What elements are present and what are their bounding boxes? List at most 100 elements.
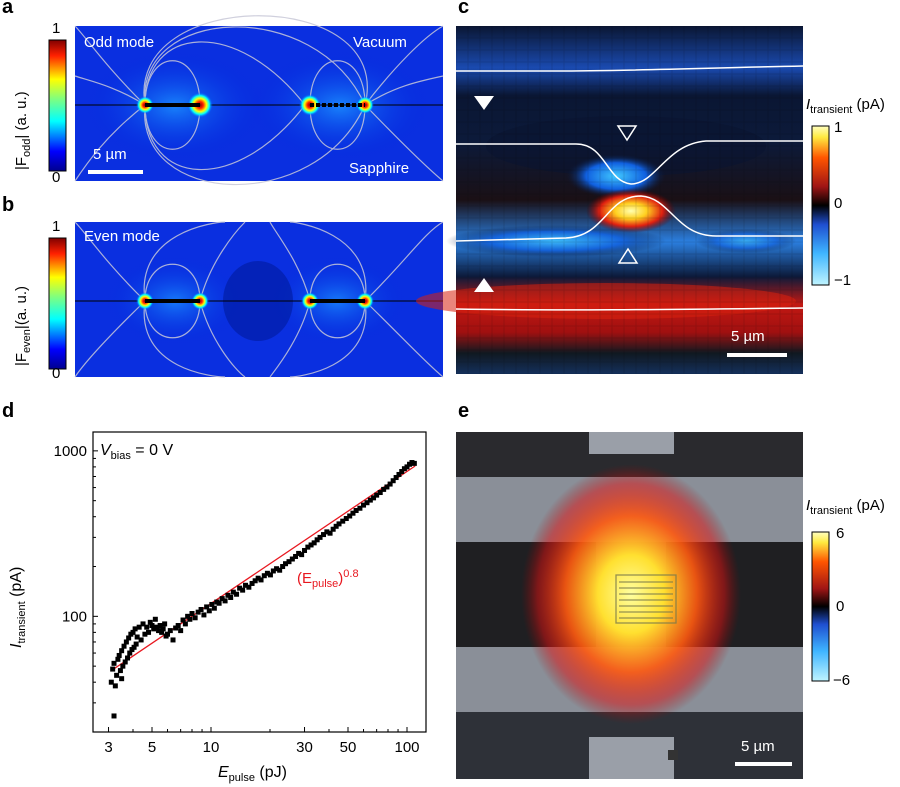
- data-point: [321, 532, 327, 538]
- panel-c-scale-bar: [727, 353, 787, 357]
- data-point: [283, 561, 289, 567]
- data-point: [111, 660, 117, 666]
- panel-e-cb-tick-bottom: −6: [833, 672, 851, 689]
- data-point: [324, 529, 330, 535]
- data-point: [374, 492, 380, 498]
- data-point: [219, 596, 225, 602]
- data-point: [209, 601, 215, 607]
- data-point: [411, 460, 417, 466]
- data-point: [126, 635, 132, 641]
- data-point: [350, 510, 356, 516]
- data-point: [136, 624, 142, 630]
- data-point: [396, 471, 402, 477]
- panel-c-cb-tick-bottom: −1: [834, 272, 852, 289]
- data-point: [178, 628, 184, 634]
- data-point: [393, 475, 399, 481]
- data-point: [198, 606, 204, 612]
- data-point: [146, 629, 152, 635]
- data-point: [258, 577, 264, 583]
- data-point: [293, 553, 299, 559]
- data-point: [327, 530, 333, 536]
- panel-b-field-map: [74, 221, 444, 378]
- data-point: [130, 629, 136, 635]
- panel-b-cb-min: 0: [52, 365, 61, 382]
- data-point: [225, 592, 231, 598]
- data-point: [110, 666, 116, 672]
- data-point: [120, 663, 126, 669]
- data-point: [404, 464, 410, 470]
- data-point: [222, 598, 228, 604]
- panel-b-colorbar: [48, 237, 67, 370]
- data-point: [160, 626, 166, 632]
- data-point: [132, 626, 138, 632]
- data-point: [367, 497, 373, 503]
- data-point: [302, 547, 308, 553]
- data-point: [240, 587, 246, 593]
- data-point: [185, 613, 191, 619]
- data-point: [195, 609, 201, 615]
- data-point: [280, 564, 286, 570]
- data-point: [157, 623, 163, 629]
- data-point: [390, 478, 396, 484]
- data-point: [152, 616, 158, 622]
- panel-a-cb-max: 1: [52, 20, 61, 37]
- data-point: [111, 713, 117, 719]
- y-tick-label: 100: [62, 608, 87, 625]
- panel-a-scale-bar: [88, 170, 143, 174]
- panel-d-plot-frame: [92, 431, 427, 733]
- data-point: [364, 500, 370, 506]
- data-point: [156, 628, 162, 634]
- data-point: [123, 639, 129, 645]
- panel-d-fit-label: (Epulse)0.8: [297, 568, 359, 590]
- data-point: [134, 634, 140, 640]
- panel-a-label: a: [2, 0, 14, 18]
- data-point: [142, 631, 148, 637]
- data-point: [399, 469, 405, 475]
- data-point: [187, 616, 193, 622]
- data-point: [330, 526, 336, 532]
- data-point: [108, 679, 114, 685]
- panel-a-mode-label: Odd mode: [84, 34, 155, 51]
- x-tick-label: 30: [296, 739, 313, 756]
- panel-e-scale-label: 5 µm: [741, 738, 775, 755]
- data-point: [121, 643, 127, 649]
- panel-c-cb-tick-mid: 0: [834, 195, 843, 212]
- panel-a-colorbar: [48, 39, 67, 172]
- data-point: [246, 584, 252, 590]
- panel-a-cb-min: 0: [52, 169, 61, 186]
- panel-e-label: e: [458, 400, 470, 422]
- data-point: [357, 505, 363, 511]
- x-tick-label: 50: [340, 739, 357, 756]
- data-point: [267, 572, 273, 578]
- data-point: [119, 648, 125, 654]
- data-point: [353, 508, 359, 514]
- data-point: [347, 513, 353, 519]
- data-point: [237, 585, 243, 591]
- data-point: [116, 652, 122, 658]
- panel-e-colorbar: [811, 531, 830, 682]
- data-point: [140, 621, 146, 627]
- data-point: [305, 544, 311, 550]
- data-point: [170, 637, 176, 643]
- data-point: [234, 591, 240, 597]
- data-point: [151, 626, 157, 632]
- data-point: [147, 619, 153, 625]
- panel-c-scale-label: 5 µm: [731, 328, 765, 345]
- data-point: [277, 567, 283, 573]
- data-point: [162, 621, 168, 627]
- x-tick-label: 5: [148, 739, 156, 756]
- y-tick-label: 1000: [54, 443, 87, 460]
- data-point: [255, 575, 261, 581]
- data-point: [180, 617, 186, 623]
- data-point: [243, 582, 249, 588]
- panel-a-field-map: [74, 15, 444, 186]
- data-point: [314, 537, 320, 543]
- data-point: [274, 566, 280, 572]
- data-point: [333, 523, 339, 529]
- x-tick-label: 10: [203, 739, 220, 756]
- data-point: [173, 625, 179, 631]
- data-point: [261, 573, 267, 579]
- data-point: [131, 644, 137, 650]
- data-point: [189, 611, 195, 617]
